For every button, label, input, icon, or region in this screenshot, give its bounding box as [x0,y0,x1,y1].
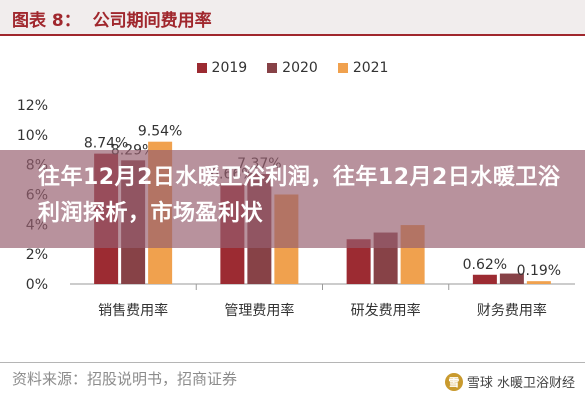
watermark-text: 雪球 水暖卫浴财经 [466,376,575,391]
y-tick-label: 0% [26,277,48,293]
legend-item-2019: 2019 [196,60,248,76]
legend-item-2020: 2020 [267,60,318,76]
y-tick-label: 2% [26,247,48,263]
data-label: 9.54% [138,124,182,140]
footer-rule [0,362,585,363]
watermark: 雪 雪球 水暖卫浴财经 [444,372,575,391]
category-label: 财务费用率 [477,302,547,319]
title-rule [0,34,585,36]
data-label: 8.74% [84,136,128,152]
bar [499,273,524,284]
legend-label-2020: 2020 [282,60,318,76]
source-note: 资料来源：招股说明书，招商证券 [12,370,238,388]
legend-label-2019: 2019 [211,60,248,76]
legend-swatch-2021 [337,63,348,73]
headline-text: 往年12月2日水暖卫浴利润，往年12月2日水暖卫浴利润探析，市场盈利状 [38,165,561,226]
bar [472,274,497,284]
chart-legend: 2019 2020 2021 [0,60,585,76]
headline-banner [0,150,585,248]
snowball-logo-icon: 雪 [444,372,463,391]
category-label: 销售费用率 [98,302,168,319]
legend-label-2021: 2021 [352,60,389,76]
bar [526,281,551,284]
data-label: 0.62% [463,257,507,273]
y-tick-label: 12% [17,98,48,114]
y-tick-label: 10% [17,128,48,144]
figure-header: 图表 8： 公司期间费用率 [0,0,585,34]
data-label: 0.19% [517,263,561,279]
legend-item-2021: 2021 [337,60,389,76]
category-label: 研发费用率 [351,302,421,319]
legend-swatch-2020 [267,63,278,73]
category-label: 管理费用率 [224,302,294,319]
legend-swatch-2019 [196,63,207,73]
figure-title: 图表 8： 公司期间费用率 [12,11,212,31]
